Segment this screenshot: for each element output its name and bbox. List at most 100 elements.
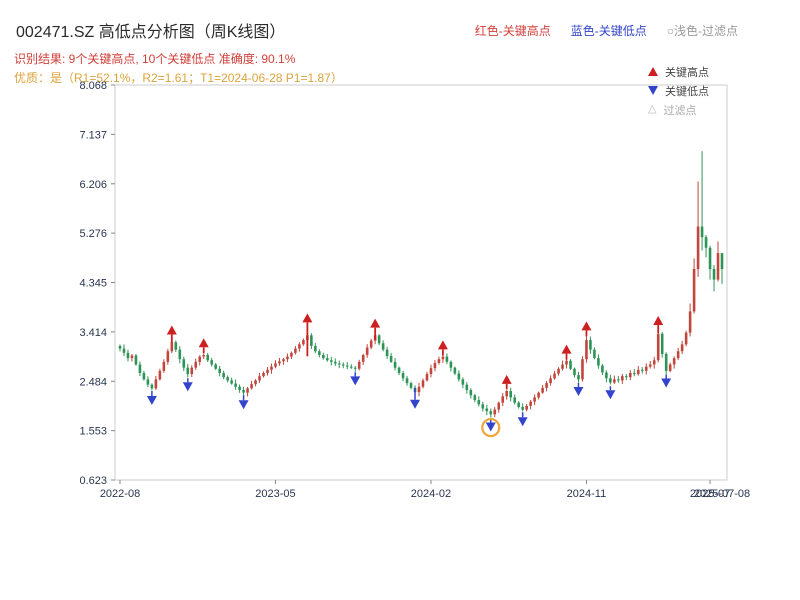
candle [565,360,568,365]
legend-item-key-high: 关键高点 [648,62,709,81]
candle [441,356,445,360]
candle [493,409,497,415]
candle [712,268,716,280]
candle [660,333,664,354]
plot-legend: 关键高点 关键低点 △ 过滤点 [648,62,709,119]
y-tick-label: 4.345 [79,278,107,290]
candle [302,340,305,345]
key-high-triangle-icon [648,67,658,76]
candle [333,361,337,364]
candle [465,384,469,390]
candle [601,365,604,373]
candle [668,364,672,371]
candle [700,226,704,238]
recognition-result-line: 识别结果: 9个关键高点, 10个关键低点 准确度: 90.1% [14,52,296,66]
candle [636,369,640,375]
candle [389,356,393,362]
quality-line: 优质：是（R1=52.1%，R2=1.61；T1=2024-06-28 P1=1… [14,71,343,85]
candle [262,372,265,377]
candle [696,226,700,269]
candle [178,349,182,360]
key-low-marker [517,417,528,427]
candle [688,311,692,333]
x-tick-label: 2024-02 [411,488,451,500]
candle [632,372,636,375]
key-low-marker [146,396,157,406]
key-high-marker [166,325,177,335]
candle [242,389,245,393]
page-title: 002471.SZ 高低点分析图（周K线图） [16,24,286,41]
candle [529,401,532,406]
candle [238,386,241,390]
candle [154,379,158,389]
candle [298,344,301,349]
candle [593,349,596,359]
candle [569,360,572,369]
candle [326,358,329,361]
candle [322,354,325,359]
candle [497,402,501,410]
key-high-marker [653,316,664,326]
key-high-marker [501,374,512,384]
candle [126,352,130,359]
candle [537,392,540,398]
key-high-marker [370,318,381,328]
candle [525,405,528,410]
candle [625,376,628,378]
candle [349,366,353,368]
candle [146,379,150,385]
candle [158,370,162,380]
candle [134,355,138,365]
candle [501,396,505,403]
candle [294,348,297,353]
candle [597,358,600,366]
candle [190,367,194,375]
candle [186,367,190,375]
candle [720,253,724,269]
candle [589,340,592,350]
candle [405,378,409,384]
candle [142,372,146,380]
candle [210,360,213,365]
candle [481,404,485,409]
candle [505,391,509,397]
candle [393,361,397,368]
candle [278,361,281,364]
candle [130,355,134,359]
candle [138,364,142,373]
candle [609,378,612,383]
legend-item-key-low: 关键低点 [648,81,709,100]
candle [194,361,198,368]
candle [361,354,365,362]
candle [433,362,437,369]
y-tick-label: 6.206 [79,179,107,191]
key-high-marker [198,338,209,348]
filtered-point-ring [481,417,501,438]
candle [421,380,425,387]
candle [250,384,253,389]
candle [397,367,401,373]
header-legend-low: 蓝色-关键低点 [570,24,647,38]
x-tick-label: 2024-11 [567,488,607,500]
candle [453,367,457,374]
candle [409,383,413,388]
candle [202,354,206,357]
candle [226,377,229,381]
candle [234,383,237,387]
key-low-triangle-icon [648,86,658,95]
key-low-marker [605,390,616,400]
key-high-marker [581,321,592,331]
candle [230,380,233,384]
candle [345,365,349,367]
candle [708,247,712,269]
candle [310,335,313,346]
key-high-marker [302,313,313,323]
candle [644,366,648,371]
y-tick-label: 2.484 [79,376,107,388]
candle [318,351,321,355]
key-high-marker [561,344,572,354]
candle [640,369,644,371]
candle [676,351,680,359]
candle [290,352,293,357]
candle [629,372,632,378]
